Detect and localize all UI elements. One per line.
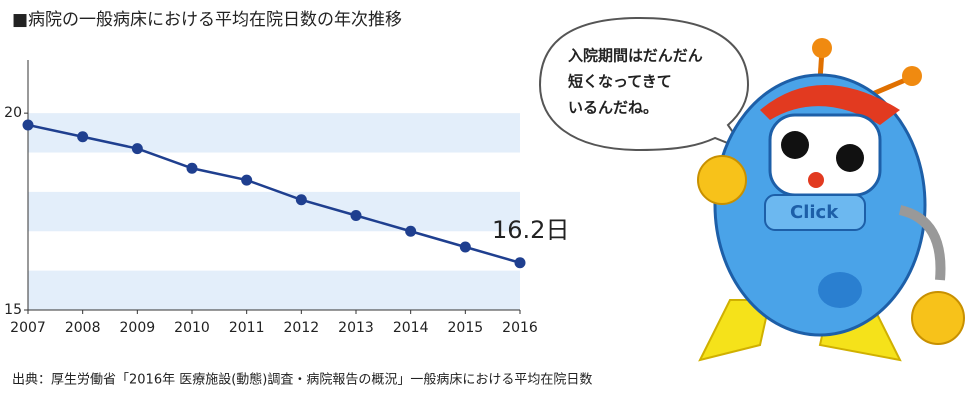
point — [514, 257, 526, 269]
mascot-label: Click — [790, 202, 839, 223]
value-label: 16.2日 — [492, 216, 569, 244]
point — [22, 119, 34, 131]
x-tick-label: 2009 — [120, 320, 156, 336]
bubble-line: 短くなってきて — [568, 73, 672, 91]
x-tick-label: 2013 — [338, 320, 374, 336]
x-tick-label: 2015 — [448, 320, 484, 336]
point — [405, 225, 417, 237]
bubble-line: いるんだね。 — [568, 99, 658, 117]
band — [28, 113, 520, 153]
bubble-line: 入院期間はだんだん — [568, 47, 703, 65]
x-tick-label: 2011 — [229, 320, 265, 336]
band — [28, 270, 520, 310]
x-tick-label: 2010 — [174, 320, 210, 336]
point — [186, 162, 198, 174]
x-tick-label: 2014 — [393, 320, 429, 336]
y-tick-label: 15 — [4, 302, 22, 318]
mascot: Click — [697, 38, 965, 362]
band — [28, 191, 520, 232]
point — [295, 194, 307, 206]
bands — [28, 113, 520, 310]
speech-bubble: 入院期間はだんだん 短くなってきて いるんだね。 — [538, 16, 750, 153]
point — [241, 174, 253, 186]
point — [77, 131, 89, 143]
x-tick-label: 2012 — [284, 320, 320, 336]
plot: 15 20 2007 2008 2009 2010 2011 2012 2013 2014 2015… — [4, 60, 569, 336]
source-note: 出典：厚生労働省「2016年 医療施設(動態)調査・病院報告の概況」一般病床にお… — [12, 372, 592, 388]
x-tick-label: 2007 — [10, 320, 46, 336]
point — [459, 241, 471, 253]
chart-title: ■病院の一般病床における平均在院日数の年次推移 — [12, 10, 402, 30]
point — [350, 210, 362, 222]
y-tick-label: 20 — [4, 105, 22, 121]
point — [131, 143, 143, 155]
x-tick-label: 2008 — [65, 320, 101, 336]
x-tick-label: 2016 — [502, 320, 538, 336]
series-line — [27, 123, 521, 264]
